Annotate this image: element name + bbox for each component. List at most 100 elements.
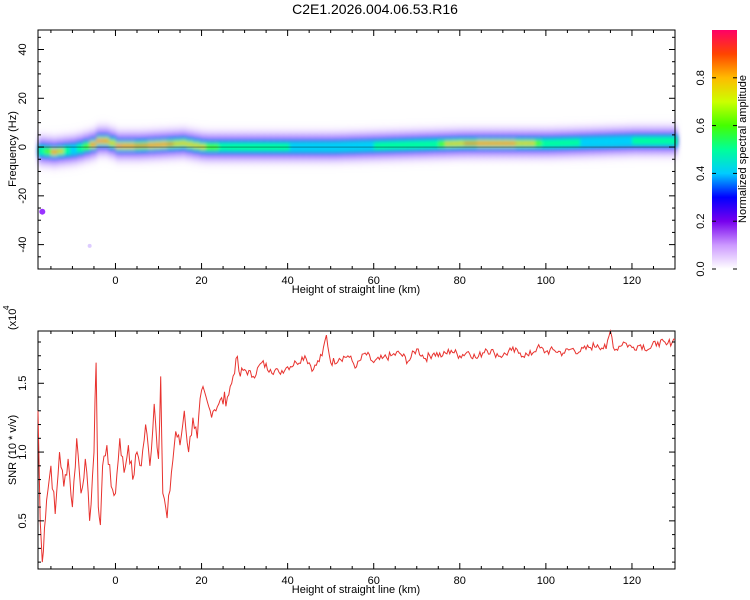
x-tick-label: 120 xyxy=(623,575,641,587)
colorbar-tick-label: 0.0 xyxy=(695,261,707,276)
snr-frame xyxy=(37,330,676,570)
heat-peak-cell xyxy=(477,141,485,145)
x-tick-label: 40 xyxy=(282,275,294,287)
heat-mid-cell xyxy=(44,148,52,155)
y-tick-label: 0.5 xyxy=(17,513,29,528)
heat-mid-cell xyxy=(612,138,620,145)
heat-peak-cell xyxy=(528,141,536,145)
heat-mid-cell xyxy=(360,143,368,150)
heat-peak-cell xyxy=(180,141,188,145)
x-tick-label: 20 xyxy=(195,275,207,287)
heat-mid-cell xyxy=(341,143,349,150)
heat-mid-cell xyxy=(418,141,426,148)
heat-peak-cell xyxy=(89,143,97,147)
x-tick-label: 60 xyxy=(368,275,380,287)
heat-mid-cell xyxy=(619,138,627,145)
heat-peak-cell xyxy=(102,139,110,143)
heat-mid-cell xyxy=(393,142,401,149)
heat-peak-cell xyxy=(109,141,117,145)
heat-mid-cell xyxy=(548,140,556,147)
snr-ylabel: SNR (10 * v/v) xyxy=(7,415,19,485)
heat-peak-cell xyxy=(115,144,123,148)
spectrogram-ylabel: Frequency (Hz) xyxy=(7,111,19,187)
heat-mid-cell xyxy=(606,138,614,145)
x-tick-label: 60 xyxy=(368,575,380,587)
heat-peak-cell xyxy=(57,149,65,153)
heat-peak-cell xyxy=(502,141,510,145)
heat-mid-cell xyxy=(412,141,420,148)
heat-mid-cell xyxy=(380,142,388,149)
spectrogram-heat-layer xyxy=(38,126,678,248)
x-tick-label: 20 xyxy=(195,575,207,587)
y-tick-label: 1.5 xyxy=(17,376,29,391)
heat-peak-cell xyxy=(134,144,142,148)
heat-mid-cell xyxy=(541,140,549,147)
heat-mid-cell xyxy=(560,139,568,147)
y-tick-label: 1.0 xyxy=(17,444,29,459)
snr-axes: 0 20 40 60 80 100 120 0.5 1.0 1.5 xyxy=(17,331,676,587)
snr-multiplier: (x10 xyxy=(7,309,19,330)
heat-peak-cell xyxy=(96,139,104,143)
y-tick-label: -20 xyxy=(17,188,29,204)
colorbar-label: Normalized spectral amplitude xyxy=(737,75,749,223)
heat-peak-cell xyxy=(457,142,465,145)
heat-mid-cell xyxy=(586,139,594,146)
y-tick-label: 20 xyxy=(17,92,29,104)
heat-mid-cell xyxy=(651,137,659,145)
x-tick-label: 100 xyxy=(537,275,555,287)
snr-multiplier-exponent: 4 xyxy=(2,305,11,310)
heat-peak-cell xyxy=(489,141,497,145)
isolated-point xyxy=(87,243,92,248)
x-tick-label: 80 xyxy=(454,575,466,587)
heat-mid-cell xyxy=(367,142,375,150)
heat-peak-cell xyxy=(121,144,129,148)
spectrogram-axes: 0 20 40 60 80 100 120 40 20 0 -20 -40 xyxy=(17,30,676,287)
y-tick-label: 0 xyxy=(17,144,29,150)
x-tick-label: 100 xyxy=(537,575,555,587)
x-tick-label: 80 xyxy=(454,275,466,287)
heat-peak-cell xyxy=(154,143,162,147)
x-tick-label: 0 xyxy=(112,575,118,587)
heat-mid-cell xyxy=(405,141,414,149)
x-tick-label: 120 xyxy=(623,275,641,287)
x-tick-label: 40 xyxy=(282,575,294,587)
spectrogram-xlabel: Height of straight line (km) xyxy=(292,284,420,296)
heat-mid-cell xyxy=(354,143,362,150)
colorbar-ticks: 0.0 0.2 0.4 0.6 0.8 xyxy=(695,70,737,277)
x-tick-label: 0 xyxy=(112,275,118,287)
heat-mid-cell xyxy=(76,145,84,152)
heat-peak-cell xyxy=(167,142,175,146)
heat-mid-cell xyxy=(593,138,601,146)
heat-mid-cell xyxy=(631,137,640,145)
heat-mid-cell xyxy=(347,143,355,150)
snr-series-line xyxy=(37,329,676,563)
heat-peak-cell xyxy=(128,144,136,148)
heat-peak-cell xyxy=(186,143,194,146)
heat-mid-cell xyxy=(664,137,672,145)
colorbar-tick-label: 0.2 xyxy=(695,214,707,229)
heat-peak-cell xyxy=(192,144,201,148)
heat-peak-cell xyxy=(509,141,517,145)
spectrogram-panel: 0 20 40 60 80 100 120 40 20 0 -20 -40 Height of str… xyxy=(7,29,678,296)
heat-peak-cell xyxy=(147,143,155,147)
heat-peak-cell xyxy=(496,141,504,145)
heat-mid-cell xyxy=(599,138,607,146)
heat-mid-cell xyxy=(554,139,562,147)
heat-mid-cell xyxy=(567,139,575,146)
spectrogram-frame xyxy=(37,29,676,270)
heat-peak-cell xyxy=(444,142,452,146)
isolated-point xyxy=(39,208,46,215)
heat-peak-cell xyxy=(515,141,523,145)
heat-peak-cell xyxy=(451,142,459,146)
heat-mid-cell xyxy=(670,137,678,145)
heat-peak-cell xyxy=(522,141,530,145)
colorbar: 0.0 0.2 0.4 0.6 0.8 Normalized spectral ampl… xyxy=(695,30,749,277)
heat-mid-cell xyxy=(373,142,381,150)
heat-mid-cell xyxy=(625,137,633,145)
heat-peak-cell xyxy=(160,143,168,146)
snr-xlabel: Height of straight line (km) xyxy=(292,584,420,596)
colorbar-ramp xyxy=(712,30,737,269)
colorbar-tick-label: 0.6 xyxy=(695,118,707,133)
heat-mid-cell xyxy=(644,137,652,145)
